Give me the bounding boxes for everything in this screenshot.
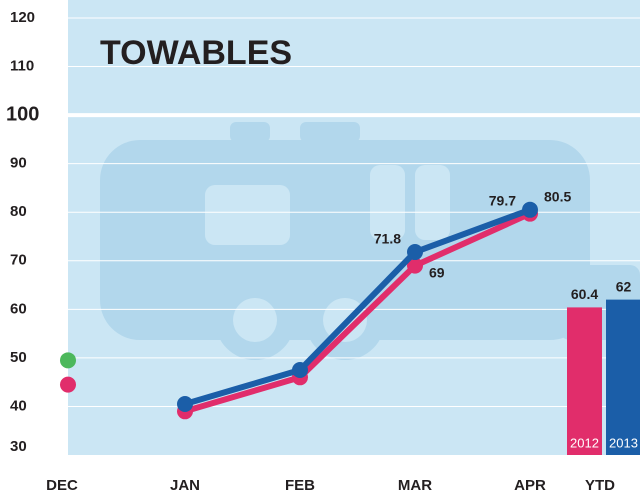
trailer-silhouette	[100, 122, 640, 360]
y-tick-label: 50	[10, 349, 27, 366]
point	[522, 202, 538, 218]
y-tick-label: 110	[10, 58, 34, 75]
y-tick-label: 120	[10, 9, 35, 26]
ytd-bar	[567, 307, 602, 455]
y-tick-label: 70	[10, 252, 27, 269]
point	[292, 362, 308, 378]
x-tick-label: MAR	[398, 477, 432, 494]
x-tick-label: YTD	[585, 477, 615, 494]
data-label: 79.7	[489, 192, 516, 208]
point	[177, 396, 193, 412]
y-tick-label: 80	[10, 203, 27, 220]
y-tick-label: 90	[10, 155, 27, 172]
x-tick-label: DEC	[46, 477, 78, 494]
dec-marker	[60, 377, 76, 393]
legend-label: 2013	[609, 435, 638, 450]
x-tick-label: FEB	[285, 477, 315, 494]
y-tick-label: 60	[10, 300, 27, 317]
chart: TOWABLES 30405060708090100110120DECJANFE…	[0, 0, 640, 495]
data-label: 80.5	[544, 188, 571, 204]
y-tick-label: 30	[10, 438, 27, 455]
data-label: 69	[429, 264, 445, 280]
y-tick-label: 40	[10, 397, 27, 414]
ytd-bar	[606, 300, 640, 455]
dec-marker	[60, 352, 76, 368]
ytd-label: 60.4	[571, 286, 598, 302]
data-label: 71.8	[374, 231, 401, 247]
y-tick-label: 100	[6, 103, 39, 125]
ytd-label: 62	[616, 278, 632, 294]
x-tick-label: APR	[514, 477, 546, 494]
legend-label: 2012	[570, 435, 599, 450]
x-tick-label: JAN	[170, 477, 200, 494]
point	[407, 244, 423, 260]
